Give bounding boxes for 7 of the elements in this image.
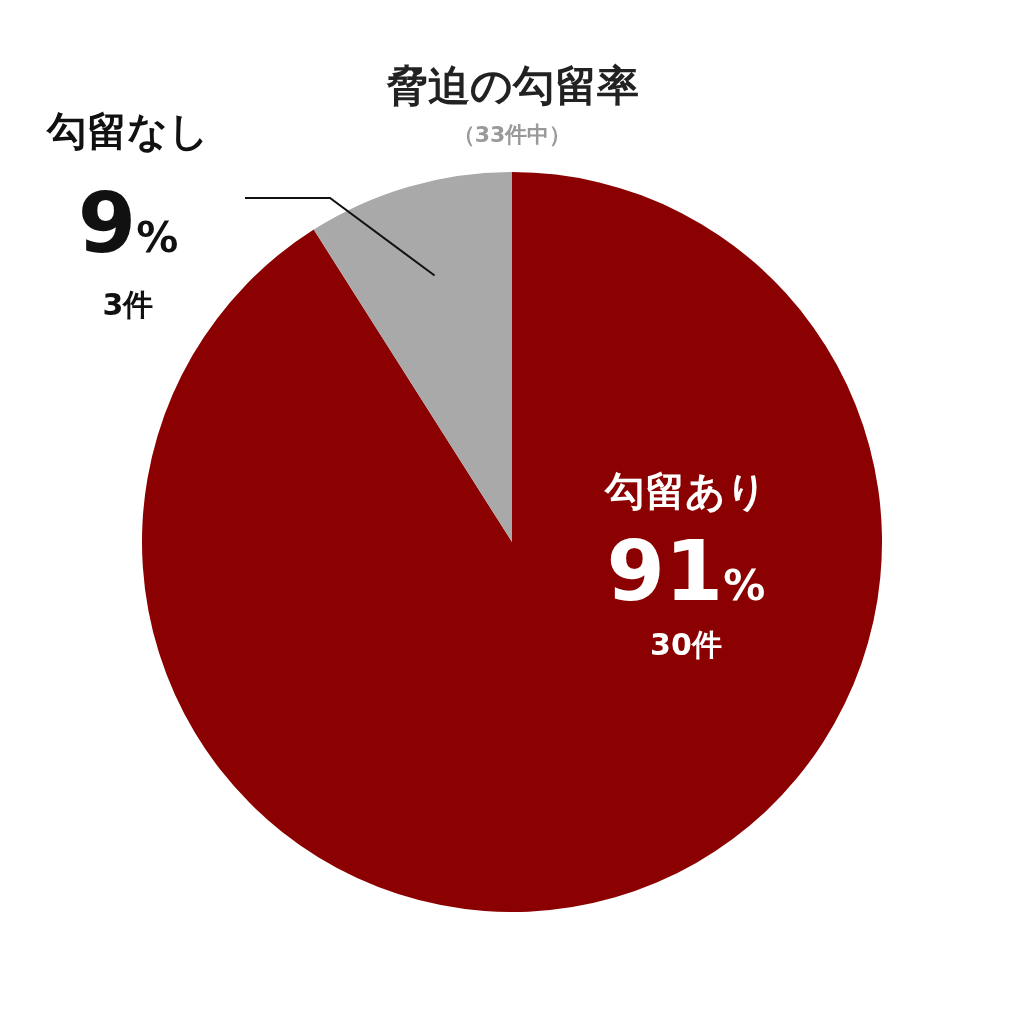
data-label: 9% bbox=[77, 174, 179, 272]
data-label: 91% bbox=[606, 522, 766, 620]
slice-label: 勾留なし bbox=[46, 108, 209, 154]
text: （33件中） bbox=[452, 122, 572, 147]
chart-title: 脅迫の勾留率 bbox=[385, 61, 639, 110]
text: 3件 bbox=[102, 287, 154, 322]
text: 30件 bbox=[650, 627, 722, 662]
